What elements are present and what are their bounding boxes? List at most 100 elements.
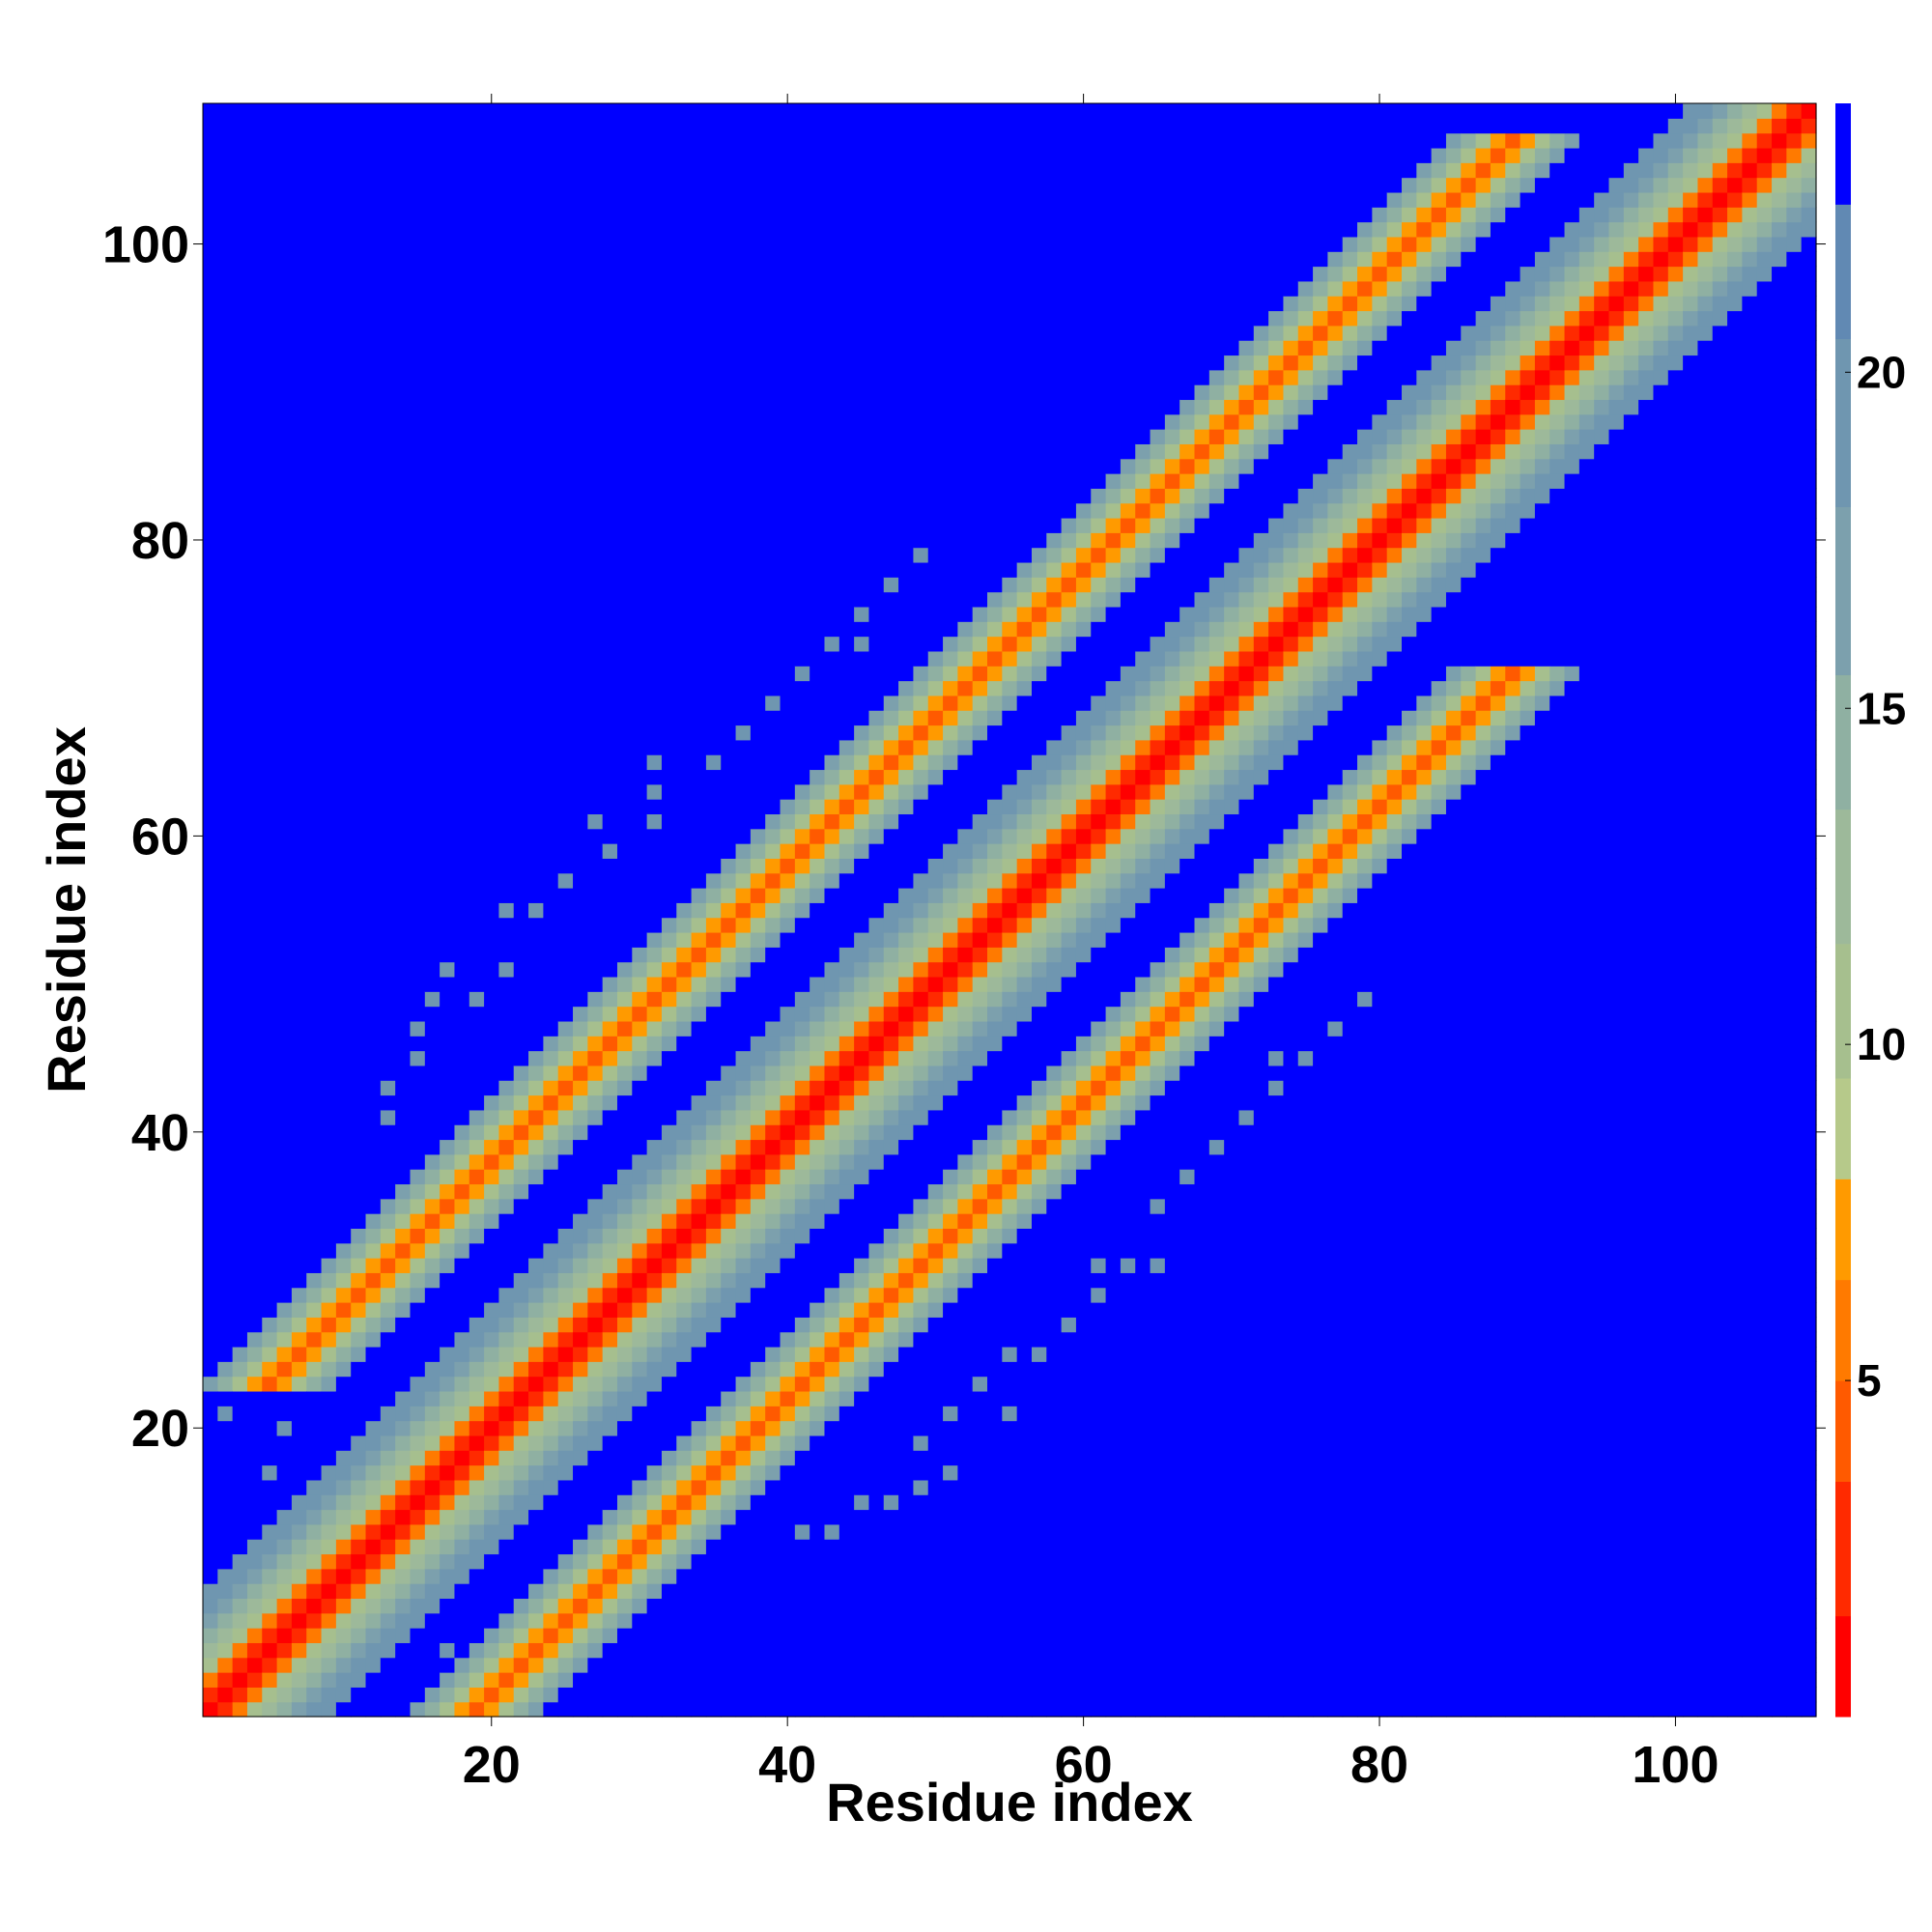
- heatmap-cell: [735, 1065, 752, 1081]
- heatmap-cell: [276, 1450, 293, 1466]
- heatmap-cell: [380, 1553, 396, 1570]
- heatmap-cell: [616, 1139, 633, 1155]
- heatmap-cell: [395, 1642, 412, 1659]
- heatmap-cell: [528, 710, 544, 726]
- heatmap-cell: [632, 251, 648, 268]
- heatmap-cell: [203, 799, 218, 815]
- heatmap-cell: [735, 902, 752, 919]
- heatmap-cell: [262, 813, 278, 830]
- heatmap-cell: [528, 1036, 544, 1052]
- heatmap-cell: [528, 296, 544, 312]
- heatmap-cell: [321, 680, 337, 696]
- heatmap-cell: [217, 280, 234, 297]
- heatmap-cell: [440, 1464, 456, 1481]
- heatmap-cell: [365, 813, 382, 830]
- heatmap-cell: [838, 591, 855, 608]
- heatmap-cell: [469, 325, 485, 341]
- heatmap-cell: [646, 799, 663, 815]
- heatmap-cell: [543, 1523, 559, 1540]
- heatmap-cell: [573, 325, 588, 341]
- heatmap-cell: [454, 1050, 470, 1066]
- heatmap-cell: [721, 710, 737, 726]
- heatmap-cell: [616, 1494, 633, 1511]
- heatmap-cell: [217, 1346, 234, 1362]
- heatmap-cell: [528, 1272, 544, 1289]
- heatmap-cell: [765, 561, 781, 578]
- heatmap-cell: [232, 1020, 248, 1037]
- heatmap-cell: [246, 325, 263, 341]
- heatmap-cell: [440, 1065, 456, 1081]
- heatmap-cell: [735, 783, 752, 800]
- heatmap-cell: [484, 1612, 500, 1629]
- heatmap-cell: [616, 191, 633, 208]
- heatmap-cell: [676, 191, 693, 208]
- heatmap-cell: [513, 1302, 529, 1318]
- heatmap-cell: [587, 236, 604, 252]
- heatmap-cell: [395, 103, 412, 119]
- heatmap-cell: [735, 502, 752, 519]
- heatmap-cell: [291, 976, 307, 992]
- heatmap-cell: [528, 813, 544, 830]
- heatmap-cell: [868, 739, 885, 755]
- heatmap-cell: [232, 724, 248, 741]
- heatmap-cell: [380, 296, 396, 312]
- heatmap-cell: [854, 843, 870, 859]
- heatmap-cell: [498, 1642, 515, 1659]
- heatmap-cell: [676, 1406, 693, 1422]
- heatmap-cell: [721, 1435, 737, 1451]
- heatmap-cell: [616, 1198, 633, 1214]
- heatmap-cell: [602, 1568, 618, 1584]
- heatmap-cell: [632, 1701, 648, 1718]
- heatmap-cell: [676, 369, 693, 385]
- heatmap-cell: [365, 429, 382, 444]
- heatmap-cell: [721, 843, 737, 859]
- heatmap-cell: [395, 266, 412, 282]
- heatmap-cell: [824, 680, 840, 696]
- heatmap-cell: [573, 1065, 588, 1081]
- heatmap-cell: [410, 1657, 426, 1673]
- heatmap-cell: [454, 103, 470, 119]
- heatmap-cell: [721, 1124, 737, 1141]
- heatmap-cell: [543, 843, 559, 859]
- heatmap-cell: [351, 103, 367, 119]
- heatmap-cell: [765, 591, 781, 608]
- heatmap-cell: [661, 458, 677, 474]
- heatmap-cell: [306, 340, 323, 356]
- heatmap-cell: [735, 517, 752, 533]
- heatmap-cell: [765, 1139, 781, 1155]
- heatmap-cell: [246, 162, 263, 179]
- heatmap-cell: [380, 1687, 396, 1703]
- heatmap-cell: [691, 1139, 707, 1155]
- heatmap-cell: [810, 577, 826, 593]
- heatmap-cell: [750, 473, 766, 489]
- heatmap-cell: [780, 1390, 796, 1406]
- heatmap-cell: [794, 1628, 810, 1643]
- heatmap-cell: [424, 355, 440, 371]
- heatmap-cell: [543, 858, 559, 874]
- heatmap-cell: [705, 325, 722, 341]
- heatmap-cell: [484, 1464, 500, 1481]
- heatmap-cell: [306, 1464, 323, 1481]
- heatmap-cell: [854, 399, 870, 415]
- heatmap-cell: [824, 1435, 840, 1451]
- heatmap-cell: [868, 1109, 885, 1125]
- heatmap-cell: [306, 147, 323, 163]
- heatmap-cell: [291, 340, 307, 356]
- heatmap-cell: [513, 296, 529, 312]
- heatmap-cell: [365, 458, 382, 474]
- heatmap-cell: [203, 384, 218, 401]
- heatmap-cell: [217, 1065, 234, 1081]
- heatmap-cell: [484, 1598, 500, 1614]
- heatmap-cell: [632, 799, 648, 815]
- heatmap-cell: [765, 1331, 781, 1348]
- heatmap-cell: [410, 325, 426, 341]
- heatmap-cell: [410, 1183, 426, 1200]
- heatmap-cell: [203, 1435, 218, 1451]
- heatmap-cell: [705, 1065, 722, 1081]
- heatmap-cell: [291, 251, 307, 268]
- heatmap-cell: [291, 1124, 307, 1141]
- heatmap-cell: [528, 666, 544, 682]
- heatmap-cell: [780, 1006, 796, 1022]
- heatmap-cell: [765, 1479, 781, 1495]
- heatmap-cell: [705, 1435, 722, 1451]
